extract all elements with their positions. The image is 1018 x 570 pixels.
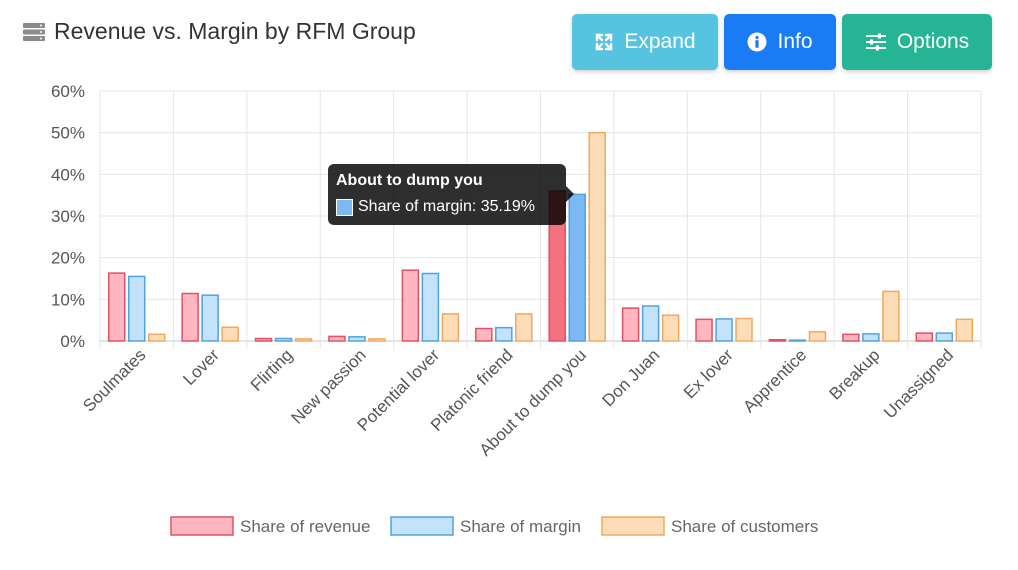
bar-customers[interactable] <box>735 317 753 342</box>
legend[interactable]: Share of revenue Share of margin Share of … <box>170 516 818 536</box>
bar-revenue[interactable] <box>475 327 493 342</box>
bar-margin[interactable] <box>568 193 586 342</box>
bar-customers[interactable] <box>294 338 313 342</box>
tooltip-text: Share of margin: 35.19% <box>358 198 535 215</box>
y-tick-label: 30% <box>51 207 85 226</box>
legend-label: Share of customers <box>671 517 818 536</box>
x-tick-label: Unassigned <box>880 345 957 422</box>
bar-margin[interactable] <box>715 318 733 342</box>
legend-item[interactable]: Share of revenue <box>170 516 370 536</box>
expand-button[interactable]: Expand <box>572 14 718 70</box>
bar-customers[interactable] <box>221 326 239 342</box>
sliders-icon <box>865 33 886 51</box>
y-tick-label: 10% <box>51 290 85 309</box>
y-tick-label: 40% <box>51 165 85 184</box>
x-tick-label: Ex lover <box>680 345 737 402</box>
bar-revenue[interactable] <box>181 292 199 342</box>
legend-swatch <box>390 516 454 536</box>
chart-title: Revenue vs. Margin by RFM Group <box>54 18 416 44</box>
options-button-label: Options <box>896 30 970 53</box>
x-tick-label: Soulmates <box>79 345 149 415</box>
info-button-label: Info <box>777 30 813 53</box>
x-tick-label: Lover <box>179 345 223 389</box>
bar-revenue[interactable] <box>915 332 934 342</box>
chart-header: Revenue vs. Margin by RFM Group Expand I… <box>0 0 1018 80</box>
bar-customers[interactable] <box>147 333 166 342</box>
title-group: Revenue vs. Margin by RFM Group <box>22 18 416 45</box>
legend-label: Share of revenue <box>240 517 370 536</box>
bar-revenue[interactable] <box>842 333 860 342</box>
bar-revenue[interactable] <box>768 339 787 342</box>
legend-item[interactable]: Share of margin <box>390 516 581 536</box>
options-button[interactable]: Options <box>842 14 992 70</box>
tooltip-row: Share of margin: 35.19% <box>336 198 535 216</box>
y-tick-label: 0% <box>60 332 85 351</box>
x-tick-label: Flirting <box>247 345 297 395</box>
bar-customers[interactable] <box>368 338 386 342</box>
y-tick-label: 60% <box>51 82 85 101</box>
bar-margin[interactable] <box>274 337 293 342</box>
bar-customers[interactable] <box>588 131 606 342</box>
tooltip-title: About to dump you <box>336 172 483 189</box>
tooltip-swatch <box>336 198 353 216</box>
bar-margin[interactable] <box>495 326 513 342</box>
info-icon <box>747 32 767 52</box>
bar-margin[interactable] <box>641 305 660 342</box>
bar-revenue[interactable] <box>107 272 126 342</box>
bar-customers[interactable] <box>955 318 974 342</box>
bars[interactable] <box>107 131 974 342</box>
bar-revenue[interactable] <box>328 335 346 342</box>
bar-margin[interactable] <box>201 294 219 342</box>
legend-item[interactable]: Share of customers <box>601 516 818 536</box>
bar-margin[interactable] <box>348 336 366 342</box>
bar-margin[interactable] <box>127 275 146 342</box>
server-icon <box>23 22 45 41</box>
y-tick-label: 20% <box>51 249 85 268</box>
expand-button-label: Expand <box>624 30 696 53</box>
bar-margin[interactable] <box>788 339 807 342</box>
bar-customers[interactable] <box>441 313 460 342</box>
info-button[interactable]: Info <box>724 14 836 70</box>
y-tick-label: 50% <box>51 124 85 143</box>
bar-customers[interactable] <box>882 290 900 342</box>
bar-customers[interactable] <box>661 314 680 342</box>
bar-margin[interactable] <box>862 333 880 342</box>
x-tick-label: Breakup <box>825 345 883 403</box>
x-tick-label: Apprentice <box>739 345 810 416</box>
bar-customers[interactable] <box>515 313 533 342</box>
legend-swatch <box>170 516 234 536</box>
x-tick-label: Don Juan <box>599 345 664 410</box>
expand-icon <box>596 33 613 51</box>
bar-margin[interactable] <box>935 332 954 342</box>
bar-margin[interactable] <box>421 272 440 342</box>
legend-label: Share of margin <box>460 517 581 536</box>
chart-tooltip: About to dump you Share of margin: 35.19… <box>328 164 574 225</box>
y-axis-ticks: 0% 10% 20% 30% 40% 50% 60% <box>51 82 85 351</box>
x-tick-label: New passion <box>288 345 370 427</box>
legend-swatch <box>601 516 665 536</box>
bar-revenue[interactable] <box>695 318 713 342</box>
bar-revenue[interactable] <box>621 307 640 342</box>
bar-revenue[interactable] <box>401 269 420 342</box>
bar-customers[interactable] <box>808 331 827 342</box>
bar-revenue[interactable] <box>254 337 273 342</box>
